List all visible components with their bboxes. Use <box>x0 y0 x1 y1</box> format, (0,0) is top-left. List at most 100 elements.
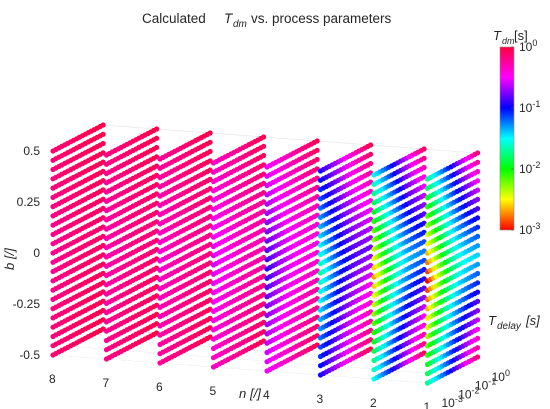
data-point <box>475 326 481 332</box>
data-point <box>475 261 481 267</box>
data-point <box>154 144 160 151</box>
data-point <box>314 147 320 153</box>
colorbar: T dm [s] 100 10-1 10-2 10-3 <box>493 28 540 237</box>
data-point <box>368 151 374 157</box>
colorbar-symbol-sub: dm <box>502 36 515 46</box>
chart-title: Calculated T dm vs. process parameters <box>142 11 392 30</box>
data-point <box>154 126 160 132</box>
data-point <box>475 187 481 193</box>
data-point <box>261 152 267 159</box>
y-tick-label: 10-1 <box>475 377 496 393</box>
data-point <box>475 252 481 258</box>
z-axis-label: b [/] <box>2 248 17 270</box>
grid-line <box>86 337 461 366</box>
data-point <box>475 168 481 175</box>
slice-n-4 <box>264 138 320 374</box>
x-tick-label: 1 <box>424 400 431 409</box>
z-axis-unit: [/] <box>2 248 17 260</box>
y-axis-symbol: T <box>488 313 497 328</box>
colorbar-tick-labels: 100 10-1 10-2 10-3 <box>511 38 540 237</box>
slice-n-2 <box>371 146 427 382</box>
data-point <box>207 139 213 145</box>
data-point <box>368 142 374 148</box>
x-axis-label: n [/] <box>239 386 261 401</box>
x-tick-label: 4 <box>263 388 270 402</box>
data-point <box>475 280 481 286</box>
z-tick-label: 0.25 <box>17 195 41 209</box>
data-point <box>261 134 267 140</box>
data-point <box>475 298 481 304</box>
data-point <box>475 243 481 249</box>
colorbar-symbol: T <box>493 28 502 43</box>
z-tick-label: -0.25 <box>13 297 41 311</box>
y-axis-symbol-sub: delay <box>497 321 522 332</box>
slice-n-5 <box>210 134 267 370</box>
data-point <box>475 206 481 212</box>
slice-n-3 <box>317 142 374 378</box>
y-axis-label: T delay [s] <box>488 313 540 332</box>
data-point <box>261 143 267 149</box>
data-point <box>154 135 160 141</box>
title-prefix: Calculated <box>142 11 206 26</box>
data-point <box>475 345 481 351</box>
x-tick-label: 5 <box>210 384 217 398</box>
colorbar-tick-label: 10-3 <box>519 221 540 237</box>
y-axis-unit: [s] <box>525 313 540 328</box>
colorbar-tick-label: 10-1 <box>519 99 540 115</box>
slice-n-7 <box>103 126 160 362</box>
grid-line <box>103 328 478 358</box>
data-point <box>475 178 481 184</box>
slice-n-8 <box>50 122 106 358</box>
data-point <box>475 215 481 221</box>
slice-n-1 <box>424 150 481 386</box>
data-point <box>475 289 481 295</box>
colorbar-unit: [s] <box>514 28 528 43</box>
z-axis-symbol: b <box>2 263 17 270</box>
colorbar-gradient <box>499 46 515 231</box>
title-suffix: vs. process parameters <box>251 11 392 26</box>
data-point <box>207 130 213 136</box>
data-point <box>475 335 481 341</box>
data-point <box>475 354 481 360</box>
data-points <box>50 122 481 386</box>
data-point <box>368 160 374 167</box>
grid-line <box>103 124 478 154</box>
data-point <box>475 270 481 277</box>
z-tick-label: -0.5 <box>19 348 40 362</box>
x-axis-unit: [/] <box>249 386 261 401</box>
data-point <box>475 233 481 239</box>
data-point <box>314 156 320 163</box>
title-symbol: T <box>224 11 234 26</box>
data-point <box>314 138 320 144</box>
title-symbol-sub: dm <box>233 19 247 30</box>
z-tick-label: 0.5 <box>23 144 40 158</box>
x-tick-label: 7 <box>103 376 110 390</box>
colorbar-tick-label: 100 <box>519 38 537 54</box>
y-tick-label: 10-2 <box>458 385 479 401</box>
data-point <box>475 308 481 314</box>
data-point <box>475 317 481 323</box>
data-point <box>475 224 481 230</box>
data-point <box>207 148 213 155</box>
z-tick-label: 0 <box>33 246 40 260</box>
y-tick-label: 100 <box>492 368 510 384</box>
data-point <box>421 164 427 171</box>
z-tick-labels: 0.5 0.25 0 -0.25 -0.5 <box>13 144 41 362</box>
data-point <box>100 122 106 128</box>
y-tick-label: 10-3 <box>442 394 463 409</box>
data-point <box>421 146 427 152</box>
x-tick-label: 8 <box>49 372 56 386</box>
grid-line <box>52 354 428 384</box>
data-point <box>421 155 427 161</box>
grid-line <box>69 346 445 375</box>
x-axis-symbol: n <box>239 386 246 401</box>
data-point <box>475 196 481 202</box>
data-point <box>100 131 106 137</box>
data-point <box>475 159 481 165</box>
colorbar-tick-label: 10-2 <box>519 160 540 176</box>
slice-n-6 <box>157 130 213 366</box>
x-tick-label: 3 <box>317 392 324 406</box>
x-tick-label: 2 <box>370 396 377 409</box>
